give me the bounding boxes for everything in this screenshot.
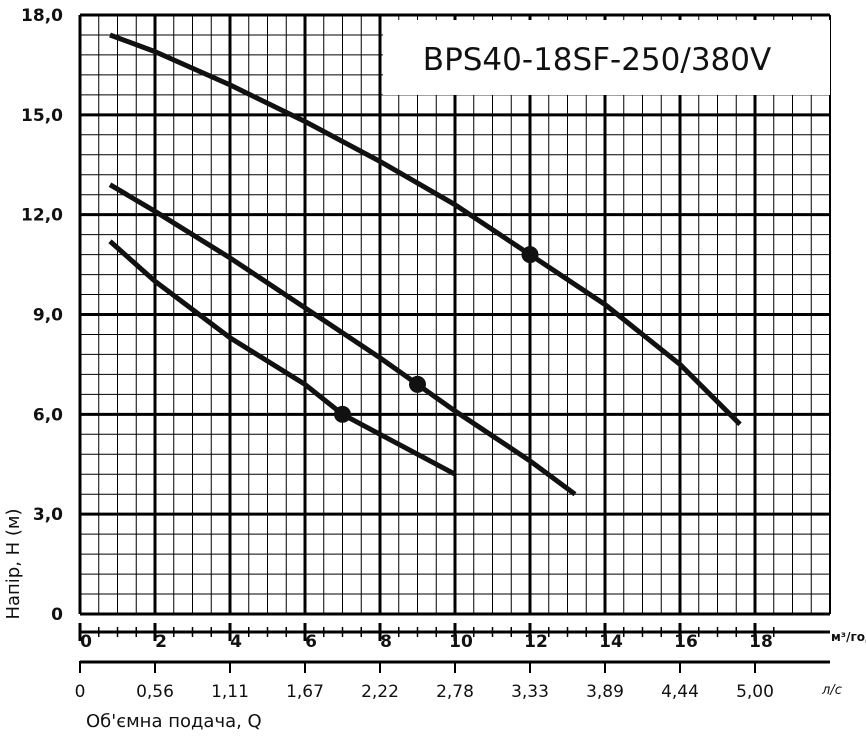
x2-tick-label: 3,89 — [586, 682, 624, 702]
duty-point-markers — [334, 246, 539, 423]
x2-tick-label: 1,11 — [211, 682, 249, 702]
x-tick-label: 4 — [230, 632, 242, 652]
pump-curve-3 — [108, 239, 457, 477]
pump-curve-2 — [108, 182, 577, 497]
duty-point-marker-1 — [521, 246, 539, 264]
chart-title-box — [383, 20, 830, 95]
y-tick-label: 18,0 — [21, 6, 63, 26]
x2-tick-label: 1,67 — [286, 682, 324, 702]
chart-title: BPS40-18SF-250/380V — [423, 42, 771, 78]
y-tick-label: 6,0 — [33, 405, 63, 425]
x2-tick-label: 2,22 — [361, 682, 399, 702]
x-tick-label: 2 — [155, 632, 167, 652]
x-tick-label: 8 — [380, 632, 392, 652]
x-tick-label: 10 — [449, 632, 473, 652]
x-tick-label: 16 — [674, 632, 698, 652]
x-axis-unit: м³/год — [831, 630, 866, 644]
x2-axis: 0 0,56 1,11 1,67 2,22 2,78 3,33 3,89 4,44 5,00 — [75, 660, 830, 702]
x2-tick-label: 5,00 — [736, 682, 774, 702]
y-axis-ticks: 0 3,0 6,0 9,0 12,0 15,0 18,0 — [21, 6, 63, 625]
x2-tick-label: 2,78 — [436, 682, 474, 702]
x-tick-label: 0 — [80, 632, 92, 652]
x-tick-label: 6 — [305, 632, 317, 652]
pump-curve-1 — [109, 32, 742, 427]
x2-tick-label: 3,33 — [511, 682, 549, 702]
x2-tick-label: 0 — [75, 682, 86, 702]
duty-point-marker-2 — [409, 375, 426, 393]
duty-point-marker-3 — [334, 405, 351, 423]
y-tick-label: 3,0 — [33, 505, 63, 525]
y-axis-title: Напір, Н (м) — [3, 508, 24, 619]
x2-tick-label: 0,56 — [136, 682, 174, 702]
x-axis-title: Об'ємна подача, Q — [86, 711, 262, 732]
curves — [108, 32, 742, 497]
x-tick-label: 18 — [749, 632, 773, 652]
major-gridlines — [78, 13, 831, 616]
y-tick-label: 0 — [51, 605, 63, 625]
x-axis: 0 2 4 6 8 10 12 14 16 18 — [78, 623, 830, 652]
y-tick-label: 12,0 — [21, 206, 63, 226]
x2-tick-label: 4,44 — [661, 682, 699, 702]
x-tick-label: 12 — [524, 632, 548, 652]
x-tick-label: 14 — [599, 632, 623, 652]
y-tick-label: 9,0 — [33, 306, 63, 326]
y-tick-label: 15,0 — [21, 106, 63, 126]
x2-axis-unit: л/с — [821, 683, 842, 698]
